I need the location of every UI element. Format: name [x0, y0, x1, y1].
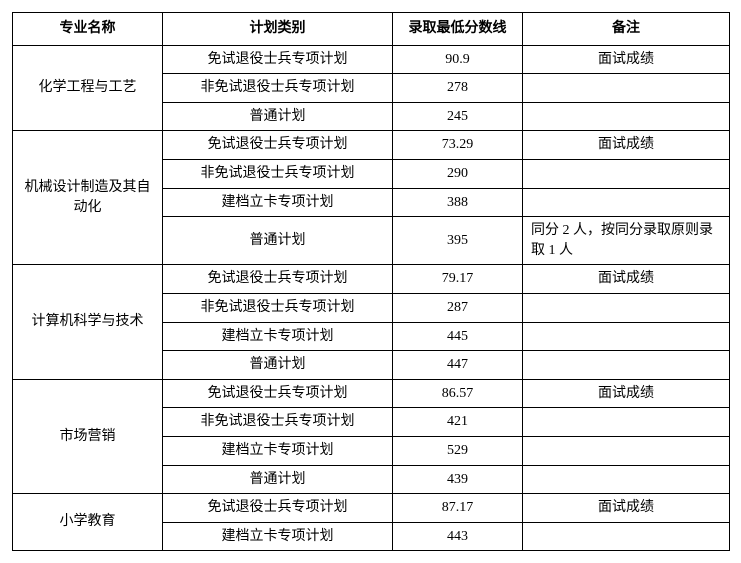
cell-plan: 普通计划 [163, 465, 393, 494]
cell-note [523, 465, 730, 494]
cell-note: 面试成绩 [523, 45, 730, 74]
cell-major: 小学教育 [13, 494, 163, 551]
table-row: 小学教育免试退役士兵专项计划87.17面试成绩 [13, 494, 730, 523]
cell-note: 面试成绩 [523, 494, 730, 523]
cell-plan: 非免试退役士兵专项计划 [163, 74, 393, 103]
cell-plan: 建档立卡专项计划 [163, 436, 393, 465]
cell-score: 421 [393, 408, 523, 437]
cell-score: 86.57 [393, 379, 523, 408]
cell-note [523, 293, 730, 322]
table-row: 市场营销免试退役士兵专项计划86.57面试成绩 [13, 379, 730, 408]
cell-major: 市场营销 [13, 379, 163, 493]
table-row: 计算机科学与技术免试退役士兵专项计划79.17面试成绩 [13, 265, 730, 294]
cell-score: 245 [393, 102, 523, 131]
cell-score: 445 [393, 322, 523, 351]
cell-plan: 建档立卡专项计划 [163, 522, 393, 551]
table-header-row: 专业名称 计划类别 录取最低分数线 备注 [13, 13, 730, 46]
header-major: 专业名称 [13, 13, 163, 46]
cell-plan: 建档立卡专项计划 [163, 322, 393, 351]
cell-note [523, 322, 730, 351]
cell-plan: 普通计划 [163, 217, 393, 265]
cell-plan: 普通计划 [163, 351, 393, 380]
cell-plan: 免试退役士兵专项计划 [163, 45, 393, 74]
cell-score: 278 [393, 74, 523, 103]
cell-note [523, 522, 730, 551]
cell-score: 79.17 [393, 265, 523, 294]
cell-note: 面试成绩 [523, 265, 730, 294]
cell-note [523, 408, 730, 437]
cell-major: 计算机科学与技术 [13, 265, 163, 379]
cell-score: 87.17 [393, 494, 523, 523]
cell-plan: 非免试退役士兵专项计划 [163, 408, 393, 437]
admission-table: 专业名称 计划类别 录取最低分数线 备注 化学工程与工艺免试退役士兵专项计划90… [12, 12, 730, 551]
cell-score: 73.29 [393, 131, 523, 160]
table-row: 机械设计制造及其自动化免试退役士兵专项计划73.29面试成绩 [13, 131, 730, 160]
header-note: 备注 [523, 13, 730, 46]
cell-score: 388 [393, 188, 523, 217]
cell-note: 同分 2 人，按同分录取原则录取 1 人 [523, 217, 730, 265]
cell-major: 化学工程与工艺 [13, 45, 163, 131]
cell-note: 面试成绩 [523, 131, 730, 160]
cell-plan: 免试退役士兵专项计划 [163, 379, 393, 408]
cell-score: 290 [393, 159, 523, 188]
cell-note: 面试成绩 [523, 379, 730, 408]
cell-score: 529 [393, 436, 523, 465]
header-plan: 计划类别 [163, 13, 393, 46]
cell-plan: 建档立卡专项计划 [163, 188, 393, 217]
cell-plan: 非免试退役士兵专项计划 [163, 293, 393, 322]
cell-score: 443 [393, 522, 523, 551]
cell-note [523, 74, 730, 103]
cell-major: 机械设计制造及其自动化 [13, 131, 163, 265]
table-row: 化学工程与工艺免试退役士兵专项计划90.9面试成绩 [13, 45, 730, 74]
cell-note [523, 436, 730, 465]
cell-plan: 普通计划 [163, 102, 393, 131]
cell-score: 439 [393, 465, 523, 494]
cell-score: 447 [393, 351, 523, 380]
cell-score: 90.9 [393, 45, 523, 74]
cell-plan: 非免试退役士兵专项计划 [163, 159, 393, 188]
cell-score: 395 [393, 217, 523, 265]
cell-score: 287 [393, 293, 523, 322]
header-score: 录取最低分数线 [393, 13, 523, 46]
cell-note [523, 351, 730, 380]
cell-note [523, 188, 730, 217]
cell-note [523, 159, 730, 188]
cell-plan: 免试退役士兵专项计划 [163, 494, 393, 523]
cell-note [523, 102, 730, 131]
cell-plan: 免试退役士兵专项计划 [163, 265, 393, 294]
cell-plan: 免试退役士兵专项计划 [163, 131, 393, 160]
